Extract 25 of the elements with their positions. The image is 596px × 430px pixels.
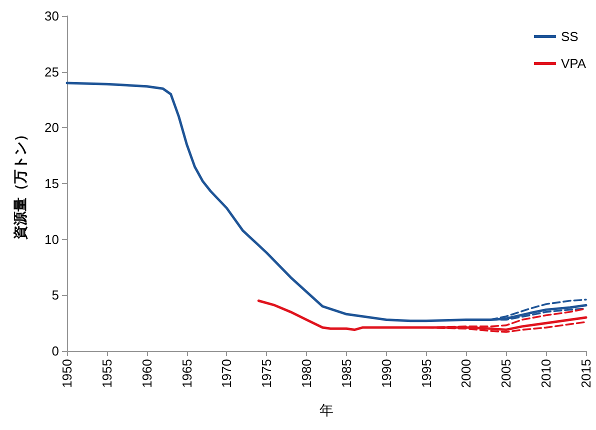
y-tick-label: 25 bbox=[44, 64, 59, 80]
x-tick-label: 2005 bbox=[498, 359, 514, 388]
x-tick-label: 1950 bbox=[60, 359, 74, 388]
x-tick-label: 1975 bbox=[259, 359, 274, 388]
x-tick-label: 1985 bbox=[338, 359, 354, 388]
x-tick-label: 1970 bbox=[219, 359, 234, 388]
x-tick-label: 1995 bbox=[418, 359, 434, 388]
x-tick-label: 2010 bbox=[538, 359, 554, 388]
x-tick-label: 2000 bbox=[458, 359, 474, 388]
x-tick-label: 1955 bbox=[99, 359, 114, 388]
y-tick-label: 5 bbox=[52, 288, 59, 303]
x-tick-label: 1965 bbox=[179, 359, 194, 388]
x-tick-label: 1980 bbox=[299, 359, 314, 388]
y-tick-label: 0 bbox=[52, 344, 59, 358]
y-tick-label: 20 bbox=[44, 120, 59, 136]
y-tick-label: 10 bbox=[44, 232, 59, 247]
x-tick-label: 1960 bbox=[139, 359, 154, 388]
y-axis-title: 資源量（万トン） bbox=[12, 128, 28, 240]
legend-label: SS bbox=[560, 29, 579, 44]
x-axis-title: 年 bbox=[320, 402, 334, 418]
x-tick-label: 2015 bbox=[578, 359, 594, 388]
y-tick-label: 15 bbox=[44, 176, 59, 191]
x-tick-label: 1990 bbox=[378, 359, 394, 388]
legend-label: VPA bbox=[560, 56, 586, 71]
y-tick-label: 30 bbox=[44, 8, 59, 24]
